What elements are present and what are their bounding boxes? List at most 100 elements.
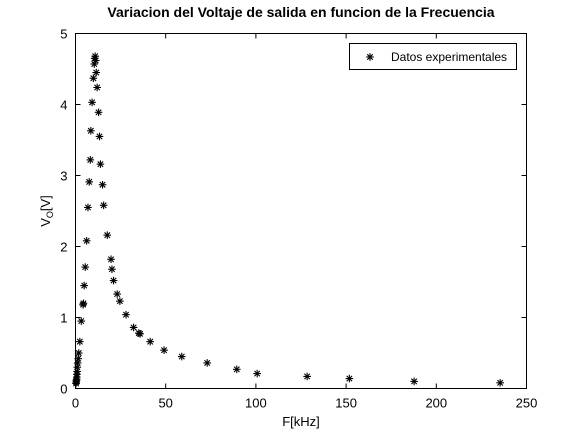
data-point xyxy=(108,265,116,274)
data-point-stroke xyxy=(94,84,101,91)
data-point xyxy=(203,359,211,367)
x-axis: 0 50 100 150 200 250 xyxy=(72,33,538,411)
data-point xyxy=(177,352,186,361)
data-point-stroke xyxy=(80,300,87,307)
x-tick-label: 50 xyxy=(158,396,172,411)
data-point-stroke xyxy=(160,347,168,354)
data-point-stroke xyxy=(114,290,121,298)
data-point xyxy=(98,180,107,189)
data-point-stroke xyxy=(107,256,115,263)
data-point-stroke xyxy=(110,277,117,284)
data-point xyxy=(116,297,124,305)
data-point xyxy=(160,346,168,354)
plot-area xyxy=(75,33,527,389)
data-point-stroke xyxy=(497,379,504,386)
x-tick-label: 200 xyxy=(425,396,447,411)
data-point xyxy=(96,160,105,168)
y-tick-label: 2 xyxy=(60,240,67,255)
data-point-stroke xyxy=(304,373,311,380)
data-point xyxy=(129,323,138,332)
data-point-stroke xyxy=(76,338,83,345)
data-point-stroke xyxy=(233,366,240,373)
data-point xyxy=(136,330,144,338)
data-point-stroke xyxy=(178,353,185,360)
data-point xyxy=(91,56,100,65)
y-tick-label: 0 xyxy=(60,382,67,397)
data-point xyxy=(303,372,311,381)
data-point xyxy=(86,156,95,164)
data-point xyxy=(81,263,90,271)
data-point xyxy=(74,349,83,357)
x-tick-label: 100 xyxy=(245,396,267,411)
data-point-stroke xyxy=(74,368,81,375)
data-point xyxy=(93,83,101,92)
chart-title: Variacion del Voltaje de salida en funci… xyxy=(107,4,494,20)
data-point-stroke xyxy=(75,349,82,357)
data-point xyxy=(496,379,504,387)
data-point xyxy=(99,201,108,210)
data-point-stroke xyxy=(104,232,111,239)
data-point xyxy=(89,74,98,83)
data-point xyxy=(77,317,86,325)
x-tick-label: 250 xyxy=(516,396,538,411)
y-axis-label-subscript: O xyxy=(45,211,55,218)
data-point-stroke xyxy=(96,133,103,140)
data-point xyxy=(345,374,354,383)
data-point-stroke xyxy=(147,338,154,345)
data-point-stroke xyxy=(87,156,94,163)
data-point-stroke xyxy=(92,57,99,64)
y-tick-label: 4 xyxy=(60,98,67,113)
data-point-stroke xyxy=(99,181,106,188)
legend-label: Datos experimentales xyxy=(391,50,507,64)
data-point-stroke xyxy=(108,266,116,273)
data-point-stroke xyxy=(346,375,353,382)
y-tick-label: 3 xyxy=(60,169,67,184)
legend: Datos experimentales xyxy=(349,43,517,70)
data-point-stroke xyxy=(86,178,93,185)
data-point xyxy=(109,276,118,285)
data-point-stroke xyxy=(411,378,418,385)
data-point-stroke xyxy=(122,311,130,318)
y-axis-label: VO[V] xyxy=(38,195,55,227)
data-point-stroke xyxy=(130,324,137,331)
data-point xyxy=(79,299,88,308)
data-point xyxy=(82,237,91,245)
data-point xyxy=(253,369,261,378)
legend-marker xyxy=(366,53,374,61)
data-point-stroke xyxy=(90,75,97,82)
data-point-stroke xyxy=(83,237,90,244)
data-point xyxy=(95,132,104,141)
data-point-stroke xyxy=(100,202,107,209)
data-point-stroke xyxy=(74,364,81,371)
data-point-stroke xyxy=(74,359,81,367)
legend-marker-icon xyxy=(366,53,374,61)
y-axis-label-main: V xyxy=(38,218,53,227)
data-point xyxy=(232,365,241,374)
data-point-stroke xyxy=(84,204,92,211)
y-tick-label: 1 xyxy=(60,311,67,326)
data-point xyxy=(80,281,88,290)
data-point-stroke xyxy=(95,109,102,116)
data-point xyxy=(410,377,418,386)
data-point xyxy=(85,178,94,186)
data-point xyxy=(87,126,95,135)
legend-marker-stroke xyxy=(366,53,374,61)
x-tick-label: 0 xyxy=(72,396,79,411)
data-point-stroke xyxy=(93,69,100,76)
data-point-stroke xyxy=(82,264,89,271)
data-point-stroke xyxy=(87,127,94,134)
x-axis-label: F[kHz] xyxy=(282,414,320,429)
data-point-stroke xyxy=(81,282,88,289)
data-point-stroke xyxy=(78,317,85,325)
data-point-stroke xyxy=(116,298,123,305)
data-point-stroke xyxy=(97,161,104,168)
data-point-stroke xyxy=(204,359,211,367)
data-point-stroke xyxy=(136,330,144,337)
data-point xyxy=(113,290,121,298)
data-point-stroke xyxy=(89,99,96,106)
data-point xyxy=(76,337,84,346)
data-point xyxy=(146,337,154,346)
data-point xyxy=(94,108,103,117)
data-points xyxy=(72,52,504,388)
